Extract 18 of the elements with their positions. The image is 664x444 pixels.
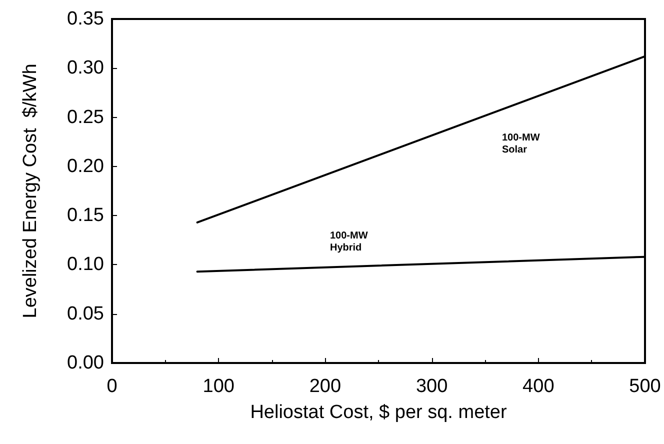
y-tick-label: 0.20 (67, 156, 104, 177)
y-tick-label: 0.35 (67, 8, 104, 30)
x-tick-label: 0 (106, 376, 118, 397)
x-tick-label: 500 (629, 376, 661, 397)
y-tick-label: 0.30 (67, 58, 104, 79)
x-axis-title: Heliostat Cost, $ per sq. meter (250, 402, 508, 423)
x-tick-label: 200 (309, 376, 342, 397)
y-tick-label: 0.00 (67, 352, 104, 374)
x-tick-label: 400 (522, 376, 554, 397)
y-tick-label: 0.25 (67, 106, 104, 128)
y-tick-label: 0.15 (67, 205, 104, 226)
y-tick-label: 0.10 (67, 254, 104, 276)
x-tick-label: 300 (416, 376, 448, 397)
annotation: 100-MW Hybrid (330, 230, 368, 254)
y-tick-label: 0.05 (67, 303, 104, 324)
annotation: 100-MW Solar (502, 132, 540, 156)
y-axis-title: Levelized Energy Cost $/kWh (20, 64, 41, 318)
x-tick-label: 100 (202, 376, 234, 397)
